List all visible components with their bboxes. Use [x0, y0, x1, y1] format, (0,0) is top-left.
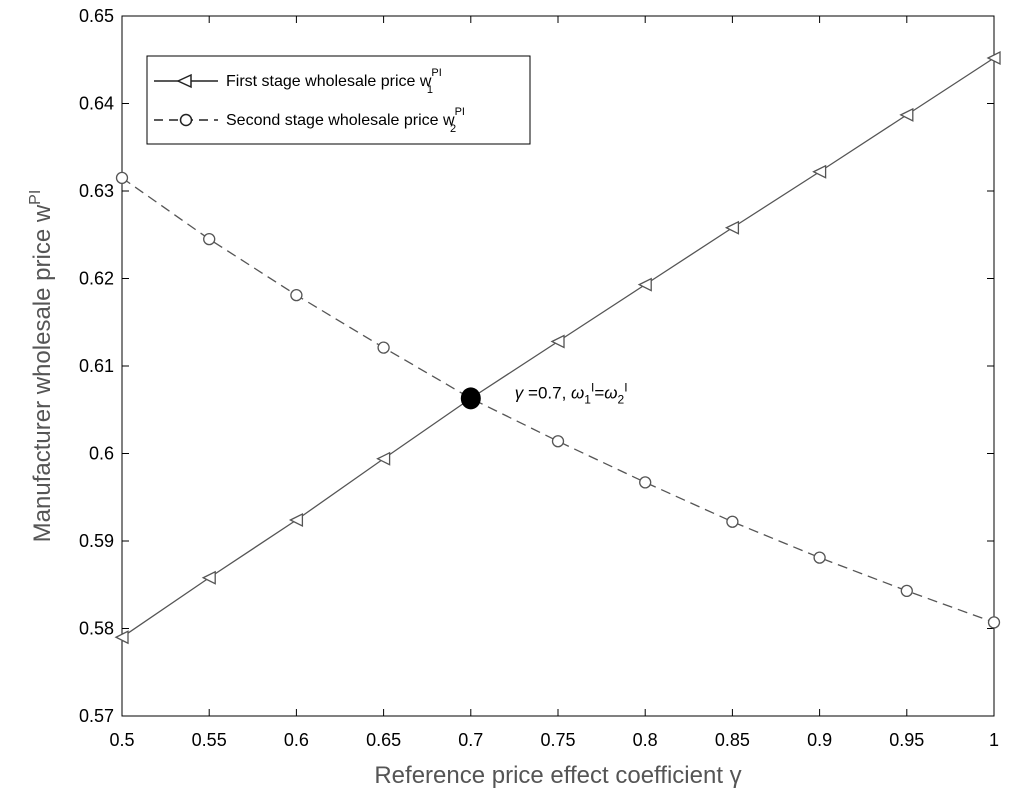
data-point-circle: [987, 616, 1001, 629]
y-tick-label: 0.61: [79, 356, 114, 376]
x-tick-label: 1: [989, 730, 999, 750]
data-point-circle: [551, 435, 565, 448]
data-point-circle: [639, 476, 652, 489]
intersection-point: [460, 387, 481, 410]
x-tick-label: 0.55: [192, 730, 227, 750]
data-point-triangle: [637, 277, 652, 292]
data-point-circle: [377, 341, 390, 354]
data-point-triangle: [288, 512, 304, 528]
legend-marker-triangle: [176, 73, 192, 89]
data-point-triangle: [812, 164, 827, 179]
data-point-triangle: [201, 570, 216, 585]
data-point-triangle: [986, 50, 1001, 66]
data-point-circle: [290, 288, 303, 302]
legend-label-2-base: Second stage wholesale price w: [226, 112, 455, 129]
data-point-triangle: [899, 107, 914, 122]
legend-box: [146, 55, 531, 145]
legend-marker-circle: [179, 113, 193, 127]
y-tick-label: 0.65: [79, 6, 114, 26]
annot-omega-2: ω: [604, 383, 617, 402]
x-tick-label: 0.85: [715, 730, 750, 750]
x-tick-label: 0.6: [284, 730, 309, 750]
x-tick-label: 0.7: [458, 730, 483, 750]
annot-gamma: γ: [515, 383, 525, 402]
intersection-label: γ =0.7, ω1I=ω2I: [515, 380, 628, 406]
data-point-triangle: [114, 630, 129, 645]
intersection-annotation: γ =0.7, ω1I=ω2I: [460, 380, 628, 410]
legend-label-1-sub: 1: [427, 84, 433, 96]
legend-label-1-base: First stage wholesale price w: [226, 73, 432, 90]
legend-label-2-sup: PI: [455, 106, 465, 118]
data-point-triangle: [550, 334, 565, 349]
annot-omega-1: ω: [571, 383, 584, 402]
x-axis-title: Reference price effect coefficient γ: [374, 762, 741, 789]
annot-sub-2: 2: [618, 392, 625, 406]
data-point-circle: [900, 584, 913, 598]
data-point-circle: [203, 232, 216, 246]
y-tick-label: 0.59: [79, 531, 114, 551]
data-point-circle: [726, 515, 739, 528]
legend-label-2: Second stage wholesale price wPI 2: [226, 106, 465, 135]
legend-label-2-sub: 2: [450, 123, 456, 135]
annot-equals: =: [594, 383, 604, 402]
legend: First stage wholesale price wPI 1 Second …: [146, 55, 531, 145]
annot-sup-2: I: [624, 380, 627, 394]
y-axis-ticks: 0.57 0.58 0.59 0.6 0.61 0.62 0.63 0.64 0.65: [79, 6, 994, 726]
x-tick-label: 0.9: [807, 730, 832, 750]
x-tick-label: 0.95: [889, 730, 924, 750]
legend-label-1-sup: PI: [431, 67, 441, 79]
annot-eq: =0.7,: [523, 383, 571, 402]
data-point-triangle: [724, 220, 740, 235]
y-axis-title-sup: PI: [27, 190, 44, 205]
series-markers: [114, 50, 1001, 645]
x-tick-label: 0.75: [540, 730, 575, 750]
y-tick-label: 0.63: [79, 181, 114, 201]
data-point-circle: [115, 171, 129, 185]
annot-sub-1: 1: [584, 392, 591, 406]
y-tick-label: 0.62: [79, 269, 114, 289]
data-point-circle: [813, 551, 826, 564]
y-axis-title-base: Manufacturer wholesale price w: [29, 204, 56, 542]
y-axis-title: Manufacturer wholesale price wPI: [27, 190, 56, 543]
y-tick-label: 0.57: [79, 706, 114, 726]
annot-sup-1: I: [591, 380, 594, 394]
y-tick-label: 0.6: [89, 444, 114, 464]
x-axis-ticks: 0.5 0.55 0.6 0.65 0.7 0.75 0.8 0.85 0.9 0.95 1: [109, 16, 999, 750]
x-tick-label: 0.8: [633, 730, 658, 750]
y-tick-label: 0.64: [79, 94, 114, 114]
y-tick-label: 0.58: [79, 619, 114, 639]
legend-label-1: First stage wholesale price wPI 1: [226, 67, 442, 96]
x-tick-label: 0.65: [366, 730, 401, 750]
x-tick-label: 0.5: [109, 730, 134, 750]
data-point-triangle: [376, 451, 391, 466]
